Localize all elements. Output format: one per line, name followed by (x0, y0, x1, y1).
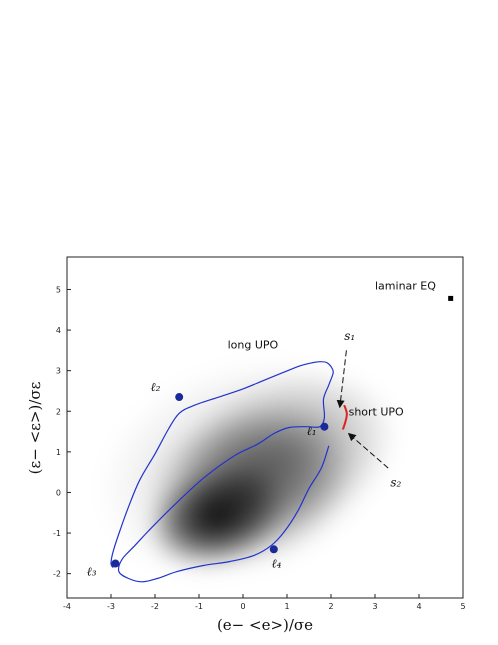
annotation-arrows: s₁ s₂ (336, 329, 402, 489)
x-tick-label: 4 (416, 602, 421, 611)
y-tick-label: 4 (56, 326, 61, 335)
y-tick-label: 1 (56, 448, 61, 457)
arrow-label: s₂ (390, 475, 401, 489)
y-tick-label: -1 (53, 529, 61, 538)
x-tick-label: -1 (195, 602, 203, 611)
upo-point-marker (269, 545, 278, 554)
arrow-label: s₁ (344, 329, 355, 343)
laminar-eq-label: laminar EQ (375, 279, 436, 292)
density-cloud (97, 357, 399, 579)
x-axis: -4 -3 -2 -1 0 1 2 3 4 5 (63, 594, 466, 611)
plot-area: s₁ s₂ ℓ₁ ℓ₂ ℓ₃ ℓ₄ long UPO short UPO laminar E… (66, 256, 464, 599)
short-upo-label: short UPO (349, 405, 404, 418)
x-axis-label: (e− <e>)/σe (217, 616, 313, 634)
x-tick-label: 0 (240, 602, 245, 611)
y-axis: -2 -1 0 1 2 3 4 5 (53, 285, 71, 579)
annotation-arrow (336, 350, 347, 409)
x-tick-label: 3 (372, 602, 377, 611)
x-tick-label: 1 (284, 602, 289, 611)
x-tick-label: -4 (63, 602, 71, 611)
y-tick-label: 5 (56, 285, 61, 294)
y-tick-label: 0 (56, 488, 61, 497)
y-tick-label: 3 (56, 367, 61, 376)
short-upo-series (341, 404, 348, 430)
upo-point-marker (111, 559, 120, 568)
long-upo-series (110, 361, 334, 583)
upo-point-label: ℓ₂ (151, 380, 161, 394)
y-tick-label: 2 (56, 407, 61, 416)
short-upo-line (341, 404, 348, 430)
density-blob (97, 357, 389, 579)
x-tick-label: -2 (151, 602, 159, 611)
upo-point-marker (175, 393, 184, 402)
upo-point-label: ℓ₄ (272, 557, 282, 571)
y-axis-label: (ε− <ε>)/σε (26, 381, 44, 474)
upo-point-marker (320, 422, 329, 431)
long-upo-label: long UPO (228, 338, 279, 351)
x-tick-label: -3 (107, 602, 115, 611)
upo-point-label: ℓ₃ (87, 565, 97, 579)
x-tick-label: 5 (460, 602, 465, 611)
marked-points: ℓ₁ ℓ₂ ℓ₃ ℓ₄ (87, 380, 329, 579)
y-tick-label: -2 (53, 570, 61, 579)
annotations: long UPO short UPO laminar EQ (228, 279, 454, 418)
upo-point-label: ℓ₁ (307, 424, 317, 438)
laminar-eq-marker (448, 295, 454, 301)
long-upo-line (110, 361, 334, 583)
x-tick-label: 2 (328, 602, 333, 611)
